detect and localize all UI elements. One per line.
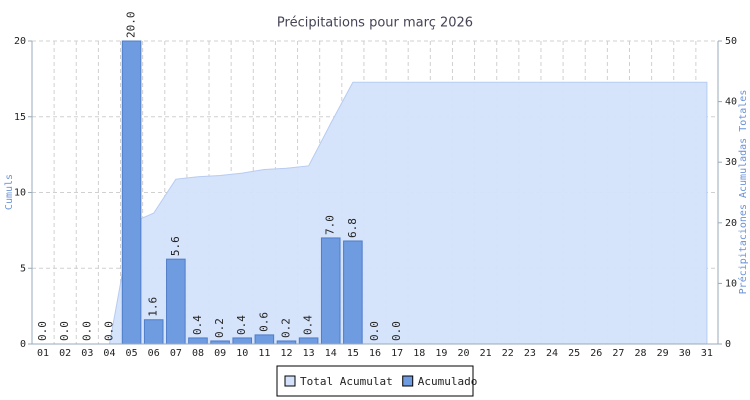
value-label: 20.0	[125, 12, 138, 39]
x-tick-label: 09	[214, 348, 226, 359]
x-tick-label: 31	[701, 348, 713, 359]
value-label: 0.0	[390, 321, 403, 341]
value-label: 5.6	[169, 236, 182, 256]
bar	[254, 334, 275, 345]
x-tick-label: 05	[126, 348, 138, 359]
x-tick-label: 14	[325, 348, 337, 359]
x-tick-label: 07	[170, 348, 182, 359]
value-label: 0.6	[257, 312, 270, 332]
value-label: 0.2	[279, 318, 292, 338]
x-tick-label: 23	[524, 348, 536, 359]
value-label: 0.0	[102, 321, 115, 341]
bar	[298, 337, 319, 345]
x-tick-label: 21	[480, 348, 492, 359]
y-tick-label: 5	[20, 263, 26, 274]
x-tick-label: 01	[37, 348, 49, 359]
bar	[166, 258, 186, 345]
y2-axis-label: Précipitaciones Acumuladas Totales	[737, 90, 749, 295]
legend-swatch	[284, 375, 296, 387]
y-axis-label: Cumuls	[4, 174, 15, 210]
bar	[232, 337, 253, 345]
x-tick-label: 17	[391, 348, 403, 359]
x-tick-label: 20	[457, 348, 469, 359]
legend-swatch	[402, 375, 414, 387]
x-tick-label: 06	[148, 348, 160, 359]
area	[43, 81, 708, 345]
bar	[143, 319, 164, 345]
x-tick-label: 27	[612, 348, 624, 359]
x-tick-label: 25	[568, 348, 580, 359]
x-tick-label: 12	[280, 348, 292, 359]
value-label: 0.0	[36, 321, 49, 341]
value-label: 0.4	[302, 315, 315, 335]
x-tick-label: 28	[635, 348, 647, 359]
x-tick-label: 26	[590, 348, 602, 359]
legend-box	[276, 365, 474, 397]
x-tick-label: 10	[236, 348, 248, 359]
x-tick-label: 03	[81, 348, 93, 359]
x-tick-label: 18	[413, 348, 425, 359]
x-tick-label: 22	[502, 348, 514, 359]
legend-label: Total Acumulat	[300, 375, 393, 388]
value-label: 0.4	[235, 315, 248, 335]
x-tick-label: 13	[303, 348, 315, 359]
value-label: 1.6	[147, 297, 160, 317]
value-label: 0.0	[80, 321, 93, 341]
value-label: 6.8	[346, 218, 359, 238]
bar	[188, 337, 208, 345]
x-tick-label: 15	[347, 348, 359, 359]
chart-title: Précipitations pour març 2026	[277, 16, 473, 31]
y2-tick-label: 40	[725, 97, 737, 108]
bar	[121, 40, 142, 345]
y2-tick-label: 30	[725, 157, 737, 168]
x-tick-label: 02	[59, 348, 71, 359]
x-tick-label: 30	[679, 348, 691, 359]
x-tick-label: 29	[657, 348, 669, 359]
y-tick-label: 10	[14, 188, 26, 199]
value-label: 0.2	[213, 318, 226, 338]
x-tick-label: 19	[435, 348, 447, 359]
value-label: 7.0	[324, 215, 337, 235]
value-label: 0.4	[191, 315, 204, 335]
y-tick-label: 0	[20, 339, 26, 350]
y-tick-label: 20	[14, 36, 26, 47]
y-tick-label: 15	[14, 112, 26, 123]
value-label: 0.0	[368, 321, 381, 341]
x-tick-label: 16	[369, 348, 381, 359]
y2-tick-label: 50	[725, 36, 737, 47]
bar	[343, 240, 363, 345]
value-label: 0.0	[58, 321, 71, 341]
x-tick-label: 04	[103, 348, 115, 359]
x-tick-label: 11	[258, 348, 270, 359]
legend-label: Acumulado	[418, 375, 478, 388]
bar	[320, 237, 341, 345]
x-tick-label: 24	[546, 348, 558, 359]
y2-tick-label: 10	[725, 278, 737, 289]
y2-tick-label: 0	[725, 339, 731, 350]
x-tick-label: 08	[192, 348, 204, 359]
y2-tick-label: 20	[725, 218, 737, 229]
